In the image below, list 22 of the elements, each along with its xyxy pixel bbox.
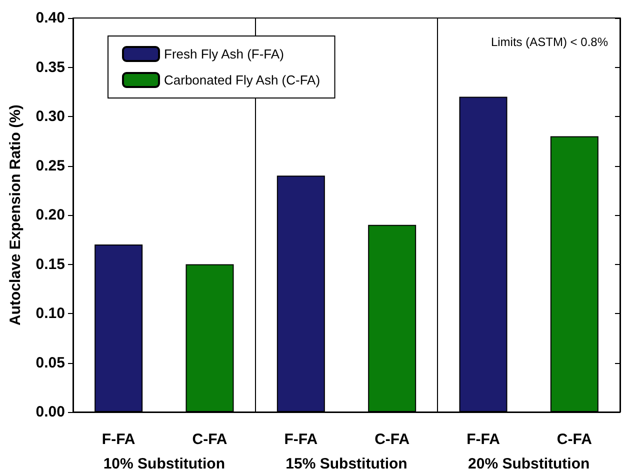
legend-label: Fresh Fly Ash (F-FA) [164,46,284,62]
y-tick-label: 0.35 [36,58,65,76]
y-tick-label: 0.05 [36,354,65,372]
text: 15% Substitution [286,456,408,472]
x-tick-label: F-FA [102,431,136,448]
x-tick-label: F-FA [284,431,318,448]
x-tick-label: C-FA [556,431,592,448]
y-tick-label: 0.25 [36,157,65,174]
y-tick-label: 0.00 [36,404,65,420]
x-tick-label: C-FA [374,431,410,448]
y-axis-title: Autoclave Expension Ratio (%) [7,104,24,326]
y-tick-label: 0.15 [36,256,65,273]
text: 10% Substitution [103,456,226,472]
text: 20% Substitution [468,456,590,472]
annotation: Limits (ASTM) < 0.8% [490,35,608,49]
x-tick-label: F-FA [466,431,500,448]
legend-label: Carbonated Fly Ash (C-FA) [164,72,320,88]
y-tick-label: 0.10 [36,305,65,322]
x-tick-label: C-FA [192,431,228,448]
y-tick-label: 0.40 [36,10,65,26]
y-tick-label: 0.30 [36,108,65,125]
y-tick-label: 0.20 [36,206,65,224]
